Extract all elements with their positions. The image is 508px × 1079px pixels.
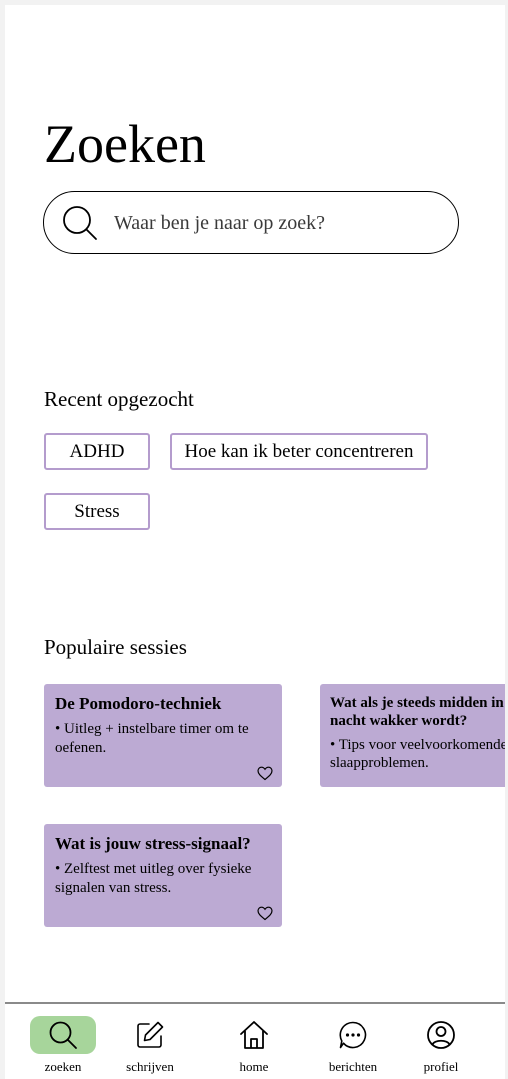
heart-icon[interactable] [257, 766, 273, 781]
nav-active-indicator [30, 1016, 96, 1054]
nav-label: profiel [423, 1059, 459, 1074]
recent-chip-stress[interactable]: Stress [44, 493, 150, 530]
popular-sessions-title: Populaire sessies [44, 635, 187, 659]
recent-chip-adhd[interactable]: ADHD [44, 433, 150, 470]
card-description: • Tips voor veelvoorkomende slaapproblem… [330, 737, 505, 771]
home-icon [240, 1021, 268, 1049]
nav-item-zoeken[interactable]: zoeken [28, 1016, 98, 1076]
nav-item-berichten[interactable]: berichten [318, 1016, 388, 1076]
card-description: • Zelftest met uitleg over fysieke signa… [55, 861, 252, 896]
session-card-nacht-wakker[interactable]: Wat als je steeds midden in de nacht wak… [320, 684, 505, 787]
recent-chip-concentreren[interactable]: Hoe kan ik beter concentreren [170, 433, 428, 470]
profile-icon [427, 1021, 455, 1049]
session-card-stress-signaal[interactable]: Wat is jouw stress-signaal? • Zelftest m… [44, 824, 282, 927]
session-card-pomodoro[interactable]: De Pomodoro-techniek • Uitleg + instelba… [44, 684, 282, 787]
search-bar[interactable] [43, 191, 459, 254]
card-description: • Uitleg + instelbare timer om te oefene… [55, 721, 249, 756]
heart-icon[interactable] [257, 906, 273, 921]
nav-label: berichten [328, 1059, 378, 1074]
card-title: De Pomodoro-techniek [55, 694, 222, 713]
edit-icon [137, 1021, 164, 1048]
card-title: Wat als je steeds midden in de nacht wak… [330, 695, 505, 729]
search-screen: Zoeken Recent opgezocht ADHD Hoe kan ik … [5, 5, 505, 1079]
nav-item-schrijven[interactable]: schrijven [115, 1016, 185, 1076]
bottom-nav-divider [5, 1002, 505, 1004]
search-icon [49, 1021, 77, 1049]
search-icon [63, 206, 97, 240]
nav-label: zoeken [44, 1059, 82, 1074]
page-title: Zoeken [44, 114, 206, 174]
chat-icon [339, 1021, 367, 1049]
nav-label: home [239, 1059, 269, 1074]
search-input[interactable] [114, 204, 444, 242]
card-title: Wat is jouw stress-signaal? [55, 834, 251, 853]
nav-item-profiel[interactable]: profiel [406, 1016, 476, 1076]
recent-searches-title: Recent opgezocht [44, 387, 194, 411]
nav-item-home[interactable]: home [219, 1016, 289, 1076]
nav-label: schrijven [126, 1059, 174, 1074]
